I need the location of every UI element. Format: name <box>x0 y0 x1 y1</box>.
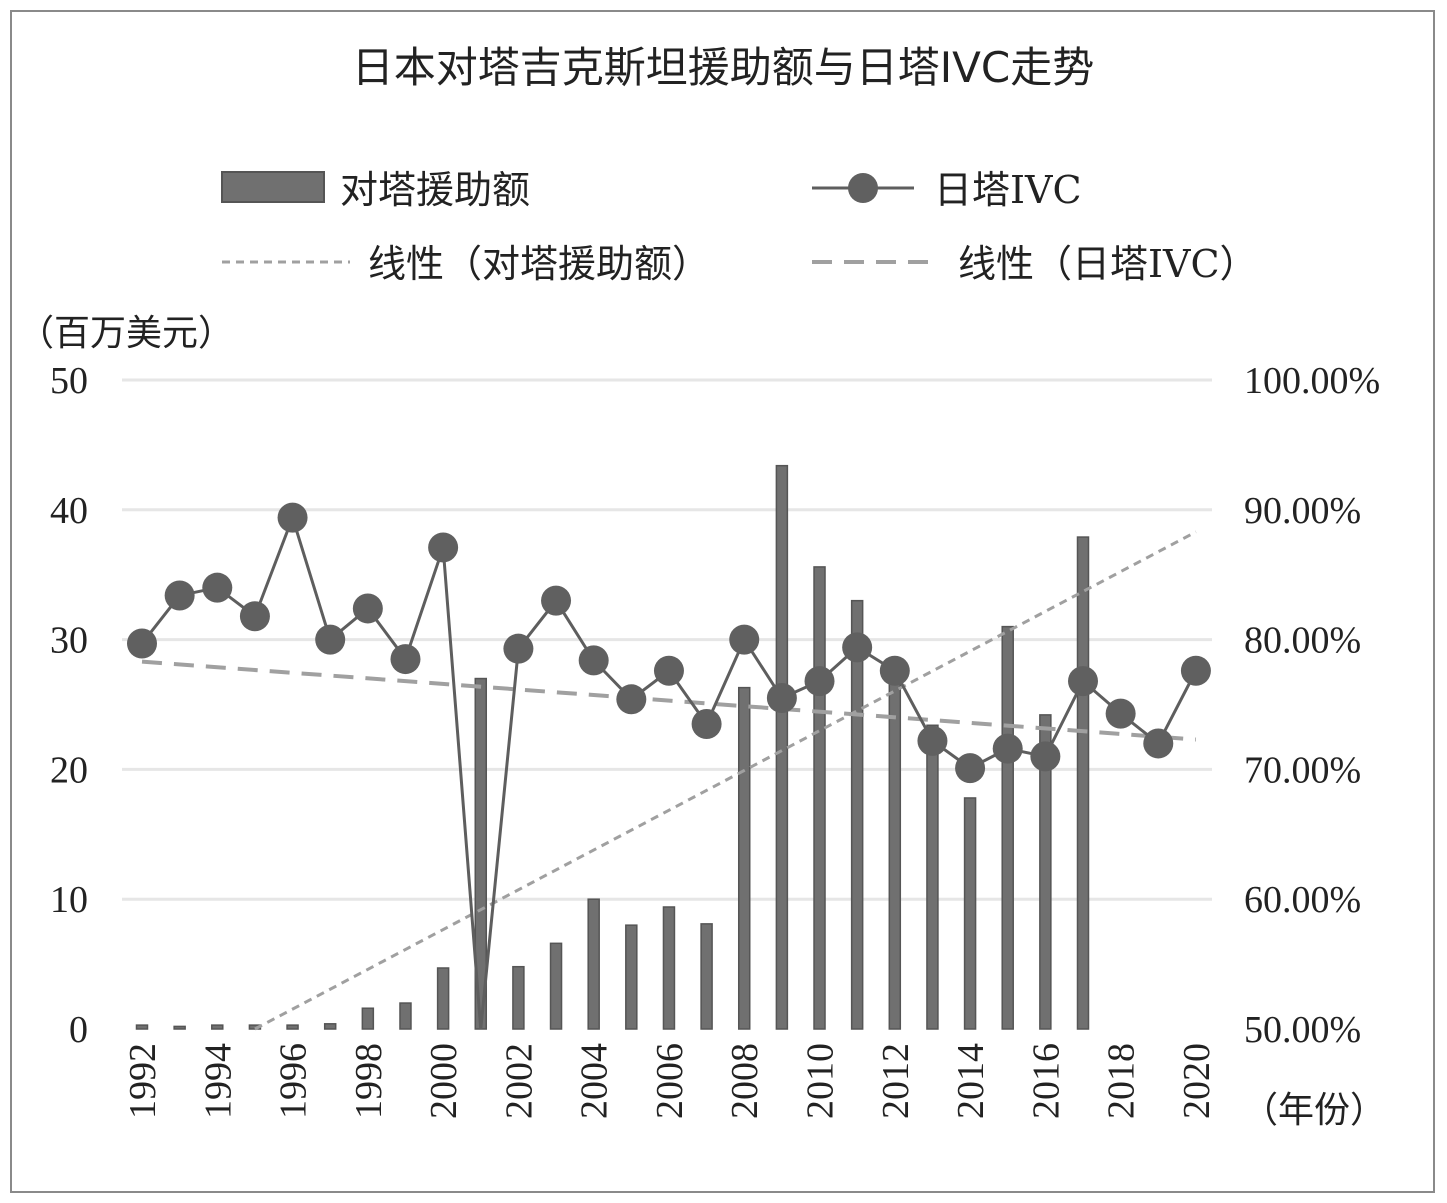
legend-ivc-label: 日塔IVC <box>934 168 1082 212</box>
legend-aid-label: 对塔援助额 <box>340 168 530 212</box>
ivc-marker <box>992 733 1023 764</box>
left-tick-label: 20 <box>50 749 88 791</box>
ivc-marker <box>653 655 684 686</box>
x-tick-label: 2012 <box>875 1043 917 1119</box>
chart-title: 日本对塔吉克斯坦援助额与日塔IVC走势 <box>352 43 1094 92</box>
aid-bar <box>775 464 789 1030</box>
ivc-marker <box>1068 666 1098 697</box>
ivc-marker <box>352 593 383 624</box>
x-tick-label: 2000 <box>423 1043 465 1119</box>
left-tick-label: 50 <box>50 360 88 402</box>
aid-bar <box>587 898 600 1030</box>
legend-ivc-trend-label: 线性（日塔IVC） <box>958 242 1258 286</box>
aid-bar <box>512 965 525 1030</box>
aid-bar <box>361 1007 375 1030</box>
ivc-marker <box>691 708 722 739</box>
ivc-marker <box>1180 655 1211 686</box>
right-tick-label: 50.00% <box>1244 1009 1361 1051</box>
ivc-marker <box>315 624 346 655</box>
aid-bars <box>135 464 1090 1030</box>
aid-bar <box>926 724 939 1030</box>
ivc-marker <box>503 633 534 664</box>
aid-bar <box>1001 625 1014 1030</box>
aid-trendline <box>254 530 1197 1031</box>
x-tick-label: 1996 <box>273 1043 315 1119</box>
legend-aid-trend-label: 线性（对塔援助额） <box>368 242 710 286</box>
left-tick-label: 10 <box>50 879 88 921</box>
ivc-marker <box>202 572 233 603</box>
trendlines <box>141 530 1197 1031</box>
ivc-marker <box>804 666 835 697</box>
x-tick-label: 2010 <box>800 1043 842 1119</box>
legend-aid-swatch <box>221 171 325 203</box>
aid-bar <box>323 1023 337 1030</box>
ivc-trendline <box>141 659 1197 742</box>
aid-bar <box>813 566 826 1030</box>
x-tick-label: 1998 <box>348 1043 390 1119</box>
ivc-marker <box>239 601 270 632</box>
x-tick-label: 1992 <box>122 1043 164 1119</box>
ivc-marker <box>616 684 647 715</box>
aid-bar <box>211 1024 224 1030</box>
aid-bar <box>135 1024 149 1030</box>
ivc-marker <box>1105 698 1136 729</box>
x-tick-label: 1994 <box>197 1043 239 1119</box>
x-tick-label: 2016 <box>1025 1043 1067 1119</box>
ivc-marker <box>955 753 986 784</box>
ivc-marker <box>729 624 760 655</box>
ivc-marker <box>1030 741 1061 772</box>
left-tick-label: 30 <box>50 620 88 662</box>
ivc-marker <box>917 725 948 756</box>
left-tick-label: 40 <box>50 490 88 532</box>
x-axis-ticks: 1992 1994 1996 1998 2000 2002 2004 2006 2008 2010… <box>122 1043 1218 1119</box>
x-tick-label: 2004 <box>574 1043 616 1119</box>
aid-bar <box>1039 714 1052 1030</box>
aid-bar <box>850 599 864 1030</box>
left-axis-unit: （百万美元） <box>18 313 234 354</box>
right-tick-label: 80.00% <box>1244 620 1361 662</box>
ivc-marker <box>390 644 421 675</box>
x-tick-label: 2014 <box>950 1043 992 1119</box>
x-tick-label: 2020 <box>1176 1043 1218 1119</box>
aid-bar <box>286 1024 299 1030</box>
aid-bar <box>549 942 563 1030</box>
ivc-marker <box>578 645 609 676</box>
ivc-marker <box>879 655 910 686</box>
x-tick-label: 2006 <box>649 1043 691 1119</box>
legend: 对塔援助额 日塔IVC 线性（对塔援助额） 线性（日塔IVC） <box>221 168 1258 286</box>
x-tick-label: 2002 <box>498 1043 540 1119</box>
ivc-marker <box>277 502 308 533</box>
right-tick-label: 60.00% <box>1244 879 1361 921</box>
aid-bar <box>662 906 676 1030</box>
chart-frame <box>10 10 1435 1193</box>
ivc-marker <box>541 585 572 616</box>
aid-bar <box>173 1025 186 1030</box>
aid-bar <box>399 1002 412 1030</box>
left-tick-label: 0 <box>69 1009 88 1051</box>
ivc-marker <box>164 580 195 611</box>
x-axis-unit: （年份） <box>1242 1090 1386 1131</box>
ivc-marker <box>428 532 459 563</box>
aid-bar <box>1076 536 1090 1030</box>
aid-bar <box>888 671 902 1030</box>
aid-bar <box>737 686 751 1030</box>
x-tick-label: 2008 <box>724 1043 766 1119</box>
aid-bar <box>436 967 450 1030</box>
aid-bar <box>700 923 713 1030</box>
left-axis-ticks: 0 10 20 30 40 50 <box>50 360 88 1051</box>
right-tick-label: 70.00% <box>1244 749 1361 791</box>
legend-ivc-marker <box>848 173 878 203</box>
aid-bar <box>625 924 638 1030</box>
ivc-marker <box>842 632 873 663</box>
ivc-series <box>127 502 1211 1030</box>
right-axis-ticks: 50.00% 60.00% 70.00% 80.00% 90.00% 100.00% <box>1244 360 1380 1051</box>
right-tick-label: 90.00% <box>1244 490 1361 532</box>
ivc-marker <box>127 628 157 659</box>
ivc-marker <box>766 683 797 714</box>
right-tick-label: 100.00% <box>1244 360 1380 402</box>
aid-bar <box>963 797 977 1030</box>
x-tick-label: 2018 <box>1101 1043 1143 1119</box>
ivc-marker <box>1143 728 1174 759</box>
